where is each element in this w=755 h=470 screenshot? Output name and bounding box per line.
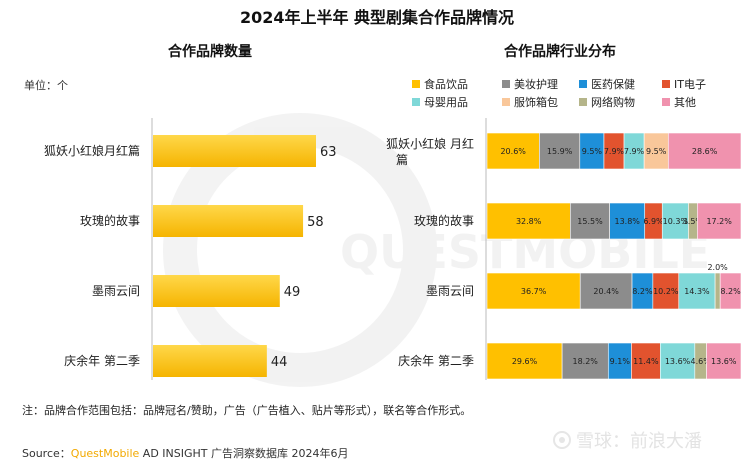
count-bar bbox=[153, 135, 316, 167]
xueqiu-watermark: 雪球：前浪大潘 bbox=[553, 431, 702, 452]
segment-value-label: 18.2% bbox=[572, 357, 598, 366]
stacked-segment bbox=[719, 272, 742, 310]
stacked-segment bbox=[486, 342, 563, 380]
segment-value-label: 15.5% bbox=[577, 217, 603, 226]
stacked-segment bbox=[678, 272, 716, 310]
segment-value-label: 20.6% bbox=[500, 147, 526, 156]
segment-value-label: 9.5% bbox=[582, 147, 603, 156]
segment-value-label: 10.2% bbox=[653, 287, 679, 296]
count-bar bbox=[153, 205, 304, 237]
stacked-segment bbox=[570, 202, 610, 240]
right-chart-title: 合作品牌行业分布 bbox=[504, 43, 616, 60]
legend-label: 服饰箱包 bbox=[514, 95, 558, 109]
segment-value-label: 9.5% bbox=[646, 147, 667, 156]
count-value-label: 63 bbox=[320, 145, 337, 160]
legend-swatch bbox=[579, 80, 587, 88]
count-value-label: 49 bbox=[284, 285, 301, 300]
source-line: Source：QuestMobile AD INSIGHT 广告洞察数据库 20… bbox=[22, 446, 349, 460]
left-category-label: 狐妖小红娘月红篇 bbox=[44, 143, 140, 158]
segment-value-label: 29.6% bbox=[512, 357, 538, 366]
right-category-label: 庆余年 第二季 bbox=[398, 353, 474, 368]
segment-value-label: 13.6% bbox=[665, 357, 691, 366]
segment-value-label: 8.2% bbox=[720, 287, 741, 296]
stacked-segment bbox=[667, 132, 742, 170]
segment-value-label: 28.6% bbox=[692, 147, 718, 156]
segment-value-label: 15.9% bbox=[547, 147, 573, 156]
left-category-label: 庆余年 第二季 bbox=[64, 353, 140, 368]
legend-swatch bbox=[662, 98, 670, 106]
right-category-label: 玫瑰的故事 bbox=[414, 213, 474, 228]
legend-label: 母婴用品 bbox=[424, 96, 468, 109]
segment-value-label: 14.3% bbox=[684, 287, 710, 296]
left-category-label: 墨雨云间 bbox=[92, 284, 140, 298]
stacked-segment bbox=[660, 342, 696, 380]
count-value-label: 58 bbox=[307, 215, 324, 230]
left-category-label: 玫瑰的故事 bbox=[80, 213, 140, 228]
source-prefix: Source： bbox=[22, 447, 71, 460]
left-chart-title: 合作品牌数量 bbox=[168, 43, 252, 60]
stacked-segment bbox=[539, 132, 581, 170]
svg-text:Source：QuestMobile AD INSIGHT: Source：QuestMobile AD INSIGHT 广告洞察数据库 20… bbox=[22, 446, 349, 460]
footnote: 注：品牌合作范围包括：品牌冠名/赞助，广告（广告植入、贴片等形式），联名等合作形… bbox=[22, 403, 471, 417]
segment-value-label: 4.6% bbox=[690, 357, 711, 366]
legend-label: 美妆护理 bbox=[514, 77, 558, 91]
segment-value-label: 9.1% bbox=[610, 357, 631, 366]
legend-label: 食品饮品 bbox=[424, 77, 468, 91]
stacked-segment bbox=[643, 132, 669, 170]
count-value-label: 44 bbox=[271, 355, 288, 370]
source-brand: QuestMobile bbox=[71, 447, 140, 460]
legend-swatch bbox=[502, 98, 510, 106]
snowball-icon bbox=[553, 431, 571, 449]
legend-label: 网络购物 bbox=[591, 95, 635, 109]
stacked-segment bbox=[579, 272, 633, 310]
legend-label: 其他 bbox=[674, 96, 696, 109]
legend-swatch bbox=[579, 98, 587, 106]
segment-value-label: 10.3% bbox=[663, 217, 689, 226]
stacked-segment bbox=[609, 202, 646, 240]
segment-value-label: 13.8% bbox=[614, 217, 640, 226]
segment-value-label: 11.4% bbox=[633, 357, 659, 366]
legend-swatch bbox=[502, 80, 510, 88]
count-bar bbox=[153, 275, 280, 307]
unit-label: 单位：个 bbox=[24, 78, 68, 92]
segment-value-label: 20.4% bbox=[593, 287, 619, 296]
watermark-text: 雪球：前浪大潘 bbox=[576, 431, 702, 452]
stacked-segment bbox=[706, 342, 742, 380]
segment-value-label: 7.9% bbox=[604, 147, 625, 156]
stacked-segment bbox=[486, 132, 540, 170]
legend-swatch bbox=[412, 98, 420, 106]
legend-swatch bbox=[662, 80, 670, 88]
stacked-segment bbox=[652, 272, 680, 310]
segment-value-label: 36.7% bbox=[521, 287, 547, 296]
segment-value-label: 3.5% bbox=[683, 217, 704, 226]
count-bar bbox=[153, 345, 267, 377]
segment-value-label: 13.6% bbox=[711, 357, 737, 366]
segment-value-label: 6.9% bbox=[643, 217, 664, 226]
legend-swatch bbox=[412, 80, 420, 88]
stacked-segment bbox=[579, 132, 605, 170]
page-title: 2024年上半年 典型剧集合作品牌情况 bbox=[240, 8, 514, 27]
segment-value-label: 8.2% bbox=[632, 287, 653, 296]
segment-value-label: 2.0% bbox=[707, 263, 728, 272]
segment-value-label: 17.2% bbox=[706, 217, 732, 226]
stacked-segment bbox=[697, 202, 742, 240]
stacked-segment bbox=[561, 342, 609, 380]
legend-label: 医药保健 bbox=[591, 77, 635, 91]
source-suffix: AD INSIGHT 广告洞察数据库 2024年6月 bbox=[139, 446, 348, 460]
right-category-label: 狐妖小红娘 月红篇 bbox=[386, 136, 474, 167]
right-category-label: 墨雨云间 bbox=[426, 284, 474, 298]
legend-label: IT电子 bbox=[674, 78, 706, 91]
segment-value-label: 32.8% bbox=[516, 217, 542, 226]
segment-value-label: 7.9% bbox=[624, 147, 645, 156]
stacked-segment bbox=[714, 272, 721, 310]
brand-count-bar-chart: 狐妖小红娘月红篇 63 玫瑰的故事 58 墨雨云间 49 庆余年 第二季 44 bbox=[44, 135, 337, 377]
